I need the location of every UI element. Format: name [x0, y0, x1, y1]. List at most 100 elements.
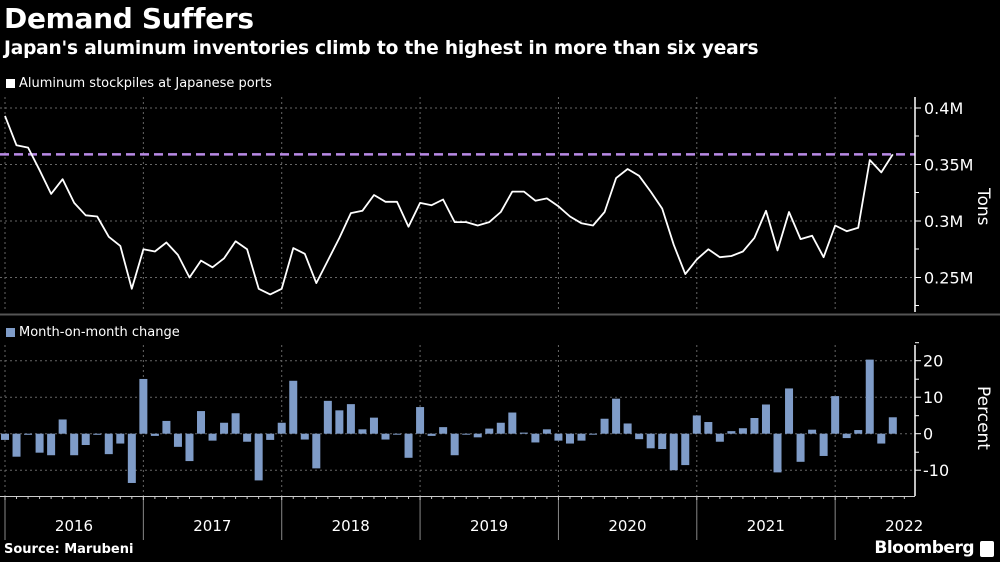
bar: [738, 428, 747, 434]
bar: [358, 429, 367, 434]
bar: [116, 433, 125, 444]
bar: [277, 422, 286, 434]
bar: [681, 433, 690, 466]
bloomberg-chart-icon: [980, 541, 994, 557]
bar: [761, 404, 770, 434]
bar-series: [1, 359, 897, 483]
bar: [162, 420, 171, 434]
bar: [589, 433, 598, 435]
year-label: 2021: [747, 517, 785, 535]
bar: [404, 433, 413, 458]
axes: 2016 2017 2018 2019 2020 2021 2022 0.25M 0.3M 0.3…: [0, 97, 1000, 540]
top-ylabel: Tons: [973, 187, 993, 226]
bar: [450, 433, 459, 456]
bar: [1, 433, 9, 440]
bar: [554, 433, 563, 441]
bar: [427, 433, 436, 436]
bar: [231, 413, 240, 434]
legend-swatch-blue: [6, 328, 15, 337]
bar: [715, 433, 724, 442]
legend-swatch-white: [6, 79, 15, 88]
y-tick-label: -10: [923, 461, 949, 480]
bar: [635, 433, 644, 440]
bar: [877, 433, 886, 444]
bar: [773, 433, 782, 473]
y-tick-label: 0: [923, 425, 933, 444]
bar: [842, 433, 851, 439]
bar: [646, 433, 655, 449]
bar: [35, 433, 44, 453]
bar: [785, 388, 794, 434]
bar: [104, 433, 113, 455]
bottom-ylabel: Percent: [973, 386, 993, 450]
bar: [692, 415, 701, 434]
bar: [854, 430, 863, 434]
bar: [808, 429, 817, 434]
bar: [173, 433, 182, 447]
bar: [150, 433, 159, 436]
bar: [727, 431, 736, 434]
legend-mom-change: Month-on-month change: [6, 325, 180, 340]
bar: [865, 359, 874, 434]
bar: [70, 433, 79, 456]
bar: [508, 412, 517, 434]
bar: [185, 433, 194, 462]
bar: [496, 422, 505, 434]
year-label: 2018: [332, 517, 370, 535]
bloomberg-logo: Bloomberg: [874, 538, 974, 558]
bar: [12, 433, 21, 457]
bar: [888, 417, 897, 434]
bar: [323, 400, 332, 434]
legend-label: Month-on-month change: [19, 325, 180, 340]
bar: [24, 433, 33, 435]
year-label: 2022: [885, 517, 923, 535]
chart-subtitle: Japan's aluminum inventories climb to th…: [4, 38, 759, 59]
line-series: [0, 115, 915, 296]
y-tick-label: 20: [923, 352, 943, 371]
bar: [93, 433, 102, 435]
y-tick-label: 0.35M: [924, 156, 973, 175]
bar: [220, 422, 229, 434]
top-gridlines: [0, 97, 915, 312]
bar: [462, 433, 471, 435]
y-tick-label: 10: [923, 388, 943, 407]
bar: [519, 432, 528, 434]
year-label: 2019: [470, 517, 508, 535]
legend-stockpiles: Aluminum stockpiles at Japanese ports: [6, 76, 272, 91]
bar: [254, 433, 263, 481]
bar: [312, 433, 321, 469]
bar: [704, 422, 713, 434]
bar: [300, 433, 309, 440]
year-label: 2017: [193, 517, 231, 535]
stockpile-line: [4, 115, 894, 296]
bar: [623, 423, 632, 434]
bar: [750, 418, 759, 434]
bar: [335, 410, 344, 434]
bar: [669, 433, 678, 471]
y-tick-label: 0.25M: [924, 269, 973, 288]
bar: [58, 419, 67, 434]
bar: [473, 433, 482, 438]
bar: [439, 427, 448, 434]
bar: [416, 407, 425, 434]
bar: [47, 433, 56, 456]
bar: [243, 433, 252, 442]
bar: [542, 429, 551, 434]
bar: [612, 398, 621, 434]
bar: [369, 417, 378, 434]
bar: [127, 433, 136, 483]
bar: [289, 380, 298, 434]
bar: [577, 433, 586, 441]
bar: [266, 433, 275, 440]
bar: [381, 433, 390, 440]
bar: [139, 378, 148, 434]
year-label: 2016: [55, 517, 93, 535]
bottom-gridlines: [0, 345, 915, 496]
bar: [485, 428, 494, 434]
bar: [197, 411, 206, 434]
y-tick-label: 0.4M: [924, 99, 963, 118]
bar: [831, 396, 840, 434]
bar: [796, 433, 805, 462]
bar: [565, 433, 574, 444]
